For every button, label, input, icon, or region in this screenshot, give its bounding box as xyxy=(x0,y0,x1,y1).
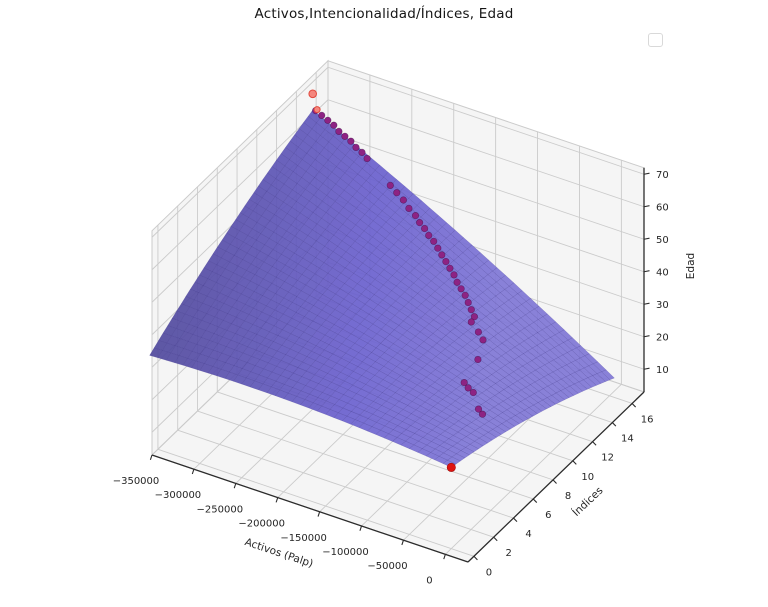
z-tick-label: 60 xyxy=(656,202,669,213)
trail-data-point xyxy=(478,410,487,418)
trail-data-point xyxy=(363,154,371,163)
trail-data-point xyxy=(442,258,450,266)
y-tick-label: 2 xyxy=(506,548,512,559)
y-tick-label: 0 xyxy=(486,567,492,578)
trail-data-point xyxy=(467,306,475,314)
trail-data-point xyxy=(358,148,366,156)
z-tick-label: 50 xyxy=(656,235,669,246)
trail-data-point xyxy=(474,328,483,336)
trail-data-point xyxy=(341,132,349,140)
trail-data-point xyxy=(434,244,442,252)
peak-data-point xyxy=(313,106,321,114)
trail-data-point xyxy=(467,318,475,326)
trail-data-point xyxy=(405,204,413,212)
trail-data-point xyxy=(464,298,472,307)
tick-labels: −350000 −300000 −250000 −200000 −150000 −1000… xyxy=(113,170,669,586)
axis-spines xyxy=(151,167,645,563)
y-tick-label: 12 xyxy=(601,453,614,464)
trail-data-point xyxy=(421,224,429,233)
trail-data-point xyxy=(460,379,468,387)
x-tick-label: 0 xyxy=(426,575,432,586)
y-tick-label: 14 xyxy=(621,434,634,445)
trail-data-point xyxy=(399,196,408,204)
trail-data-point xyxy=(393,189,401,197)
trail-data-point xyxy=(411,212,420,220)
y-axis-title: Índices xyxy=(570,484,606,519)
y-tick-label: 6 xyxy=(545,510,551,521)
trail-data-point xyxy=(457,285,465,293)
x-tick-label: −100000 xyxy=(322,547,369,558)
z-tick-label: 70 xyxy=(656,170,669,181)
trail-data-point xyxy=(318,111,326,119)
z-tick-label: 20 xyxy=(656,332,669,343)
x-tick-label: −250000 xyxy=(197,504,244,515)
x-tick-label: −50000 xyxy=(367,561,407,572)
surface-mesh xyxy=(149,109,615,468)
x-tick-label: −350000 xyxy=(113,476,160,487)
legend-empty-box xyxy=(648,33,663,47)
trail-data-point xyxy=(464,384,472,392)
trail-data-point xyxy=(479,336,487,344)
z-tick-label: 40 xyxy=(656,267,669,278)
trail-data-point xyxy=(470,313,479,321)
x-tick-label: −200000 xyxy=(238,519,285,530)
y-tick-label: 8 xyxy=(565,491,571,502)
plot-title: Activos,Intencionalidad/Índices, Edad xyxy=(254,6,514,22)
trail-data-point xyxy=(474,355,482,364)
trail-data-point xyxy=(352,143,360,151)
trail-data-point xyxy=(425,231,433,239)
trail-data-point xyxy=(469,388,477,397)
trail-data-point xyxy=(347,137,355,145)
trail-data-point xyxy=(450,271,458,279)
x-tick-label: −150000 xyxy=(280,533,327,544)
z-axis-title: Edad xyxy=(685,253,697,279)
z-tick-label: 30 xyxy=(656,300,669,311)
y-tick-label: 16 xyxy=(641,415,654,426)
trail-data-point xyxy=(430,237,438,245)
trail-data-point xyxy=(446,264,454,272)
trail-data-point xyxy=(438,251,446,259)
trail-data-point xyxy=(324,116,332,124)
y-tick-label: 10 xyxy=(581,472,594,483)
scatter-points xyxy=(308,89,487,472)
valley-data-point xyxy=(446,462,456,472)
trail-data-point xyxy=(330,121,338,129)
trail-data-point xyxy=(453,278,461,286)
tick-marks xyxy=(149,172,650,561)
x-tick-label: −300000 xyxy=(155,490,202,501)
trail-data-point xyxy=(335,127,343,135)
y-tick-label: 4 xyxy=(525,529,531,540)
trail-data-point xyxy=(386,181,394,189)
trail-data-point xyxy=(416,219,424,227)
trail-data-point xyxy=(474,405,483,413)
z-tick-label: 10 xyxy=(656,365,669,376)
trail-data-point xyxy=(461,291,469,299)
peak-data-point xyxy=(308,89,318,99)
